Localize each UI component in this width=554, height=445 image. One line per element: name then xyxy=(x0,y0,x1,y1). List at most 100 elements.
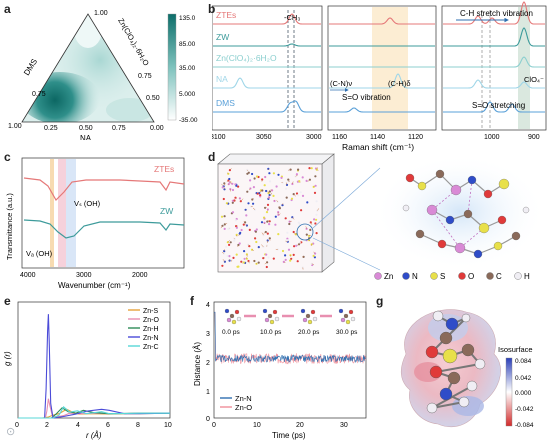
cloud-bond xyxy=(285,182,288,185)
cloud-atom xyxy=(293,245,296,248)
cloud-bond xyxy=(226,202,229,205)
cloud-bond xyxy=(248,260,250,264)
bottom-tick-0: 0.25 xyxy=(44,125,58,132)
cloud-atom xyxy=(220,215,224,218)
rdf-legend-label: Zn-N xyxy=(143,335,159,342)
cloud-atom xyxy=(287,248,291,251)
snapshot-atom xyxy=(340,317,346,323)
molecule-cloud xyxy=(220,167,320,270)
cloud-atom xyxy=(256,192,259,195)
cloud-atom xyxy=(292,230,295,234)
bottom-tick-1: 0.50 xyxy=(79,125,93,132)
esp-bond xyxy=(435,363,481,373)
cloud-atom xyxy=(285,196,288,199)
cloud-atom xyxy=(229,188,232,191)
raman-trace-0 xyxy=(443,1,545,25)
cloud-atom xyxy=(265,211,269,214)
cloud-bond xyxy=(253,260,255,262)
cloud-bond xyxy=(265,206,267,209)
dist-xtick-30: 30 xyxy=(340,422,348,429)
cloud-atom xyxy=(287,178,290,181)
cloud-atom xyxy=(242,223,245,226)
cloud-atom xyxy=(223,182,226,185)
cloud-atom xyxy=(284,217,287,220)
cloud-bond xyxy=(296,244,300,246)
cloud-bond xyxy=(230,260,233,262)
cloud-atom xyxy=(272,172,275,175)
cloud-atom xyxy=(313,191,317,194)
cloud-atom xyxy=(281,249,285,253)
cloud-atom xyxy=(266,203,270,206)
md-simulation-box: Zn N S O C H xyxy=(217,153,546,281)
cloud-atom xyxy=(285,187,288,190)
dist-legend-label: Zn-O xyxy=(235,403,252,412)
ftir-label-ztes: ZTEs xyxy=(154,164,174,174)
cloud-atom xyxy=(266,232,269,235)
cloud-bond xyxy=(233,237,235,240)
cloud-atom xyxy=(277,213,280,216)
cloud-atom xyxy=(286,239,289,242)
cloud-bond xyxy=(223,249,225,252)
cloud-atom xyxy=(237,243,240,247)
distance-timeseries: 0.0 ps 10.0 ps 20.0 ps 30.0 ps Zn-NZn-O 4 3… xyxy=(193,301,367,440)
snapshot-atom xyxy=(267,313,273,319)
raman-trace-4 xyxy=(329,107,435,113)
raman-xlabel: Raman shift (cm⁻¹) xyxy=(342,142,414,152)
cloud-bond xyxy=(243,220,246,223)
cloud-atom xyxy=(255,228,258,231)
cloud-atom xyxy=(240,228,243,232)
dist-ytick-0: 0 xyxy=(206,416,210,423)
cloud-atom xyxy=(295,244,298,247)
cloud-atom xyxy=(246,190,249,193)
cloud-atom xyxy=(315,213,318,216)
cloud-atom xyxy=(242,261,245,264)
cloud-atom xyxy=(274,215,277,218)
esp-atom xyxy=(432,310,444,322)
raman-tick-1160: 1160 xyxy=(332,134,347,141)
cloud-atom xyxy=(226,254,229,258)
snapshot-atom xyxy=(307,319,313,325)
legend-label-h: H xyxy=(524,272,530,281)
raman-trace-0 xyxy=(213,13,321,25)
cloud-atom xyxy=(238,197,241,200)
cloud-atom xyxy=(249,179,252,182)
legend-label-c: C xyxy=(496,272,502,281)
esp-atom xyxy=(466,380,478,392)
cloud-atom xyxy=(302,255,305,258)
esp-atom xyxy=(439,387,453,401)
cloud-bond xyxy=(264,262,268,265)
cloud-atom xyxy=(223,227,226,230)
corner-top-label: 1.00 xyxy=(94,10,108,17)
cloud-atom xyxy=(280,176,283,179)
cloud-atom xyxy=(269,180,272,183)
cloud-bond xyxy=(224,183,226,186)
esp-bond xyxy=(431,401,465,409)
rdf-xtick-8: 8 xyxy=(136,422,140,429)
ftir-xtick-4000: 4000 xyxy=(20,272,36,279)
ternary-frame xyxy=(21,13,155,123)
cloud-atom xyxy=(296,260,299,263)
cloud-atom xyxy=(284,258,287,261)
panel-a-letter: a xyxy=(4,2,11,16)
cloud-atom xyxy=(281,181,284,184)
cloud-atom xyxy=(231,182,234,185)
cloud-atom xyxy=(255,175,259,178)
raman-trace-3 xyxy=(443,79,545,89)
cloud-atom xyxy=(231,201,234,204)
cloud-atom xyxy=(222,197,225,201)
cloud-atom xyxy=(255,240,258,244)
cloud-atom xyxy=(231,199,234,202)
raman-label-dms: DMS xyxy=(216,98,235,108)
cluster-atom xyxy=(417,181,427,191)
cloud-atom xyxy=(265,265,268,269)
cloud-atom xyxy=(272,194,275,197)
cloud-atom xyxy=(252,202,255,205)
snapshot-label-2: 20.0 ps xyxy=(298,329,320,336)
cloud-bond xyxy=(288,169,291,171)
ftir-ylabel: Transmittance (a.u.) xyxy=(5,193,14,260)
cloud-atom xyxy=(289,259,292,262)
cloud-bond xyxy=(224,223,228,225)
cloud-atom xyxy=(238,242,241,245)
corner-right-label: 0.00 xyxy=(150,125,164,132)
snapshot-atom xyxy=(305,313,311,319)
